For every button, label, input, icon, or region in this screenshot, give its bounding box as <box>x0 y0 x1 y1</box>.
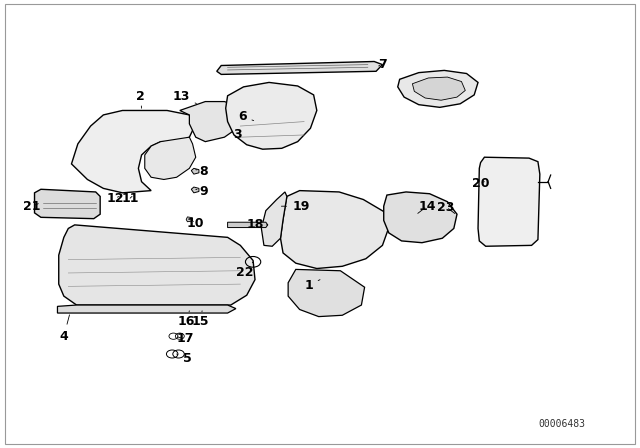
Text: 16: 16 <box>177 311 195 327</box>
Polygon shape <box>191 168 199 174</box>
Text: 10: 10 <box>187 217 205 230</box>
Text: 15: 15 <box>191 311 209 327</box>
Polygon shape <box>412 77 465 100</box>
Polygon shape <box>58 305 236 313</box>
Text: 20: 20 <box>472 177 490 190</box>
Polygon shape <box>35 189 100 219</box>
Text: 3: 3 <box>233 129 241 142</box>
Polygon shape <box>191 187 199 193</box>
Polygon shape <box>288 269 365 317</box>
Polygon shape <box>145 137 196 180</box>
Text: 9: 9 <box>196 185 209 198</box>
Text: 22: 22 <box>236 262 253 279</box>
Text: 23: 23 <box>438 201 455 214</box>
Polygon shape <box>59 225 255 305</box>
Text: 13: 13 <box>172 90 196 103</box>
Text: 18: 18 <box>246 218 268 231</box>
Text: 1: 1 <box>304 279 320 292</box>
Polygon shape <box>217 61 383 74</box>
Text: 00006483: 00006483 <box>539 419 586 429</box>
Text: 14: 14 <box>418 200 436 213</box>
Polygon shape <box>228 222 268 228</box>
Text: 21: 21 <box>23 200 41 213</box>
Text: 11: 11 <box>122 192 139 205</box>
Text: 7: 7 <box>378 58 387 71</box>
Polygon shape <box>186 217 193 222</box>
Polygon shape <box>397 70 478 108</box>
Polygon shape <box>72 111 196 193</box>
Text: 8: 8 <box>196 165 209 178</box>
Text: 4: 4 <box>60 315 70 343</box>
Polygon shape <box>280 190 389 268</box>
Text: 2: 2 <box>136 90 145 108</box>
Polygon shape <box>180 102 241 142</box>
Polygon shape <box>261 192 287 246</box>
Text: 5: 5 <box>177 352 192 365</box>
Text: 12: 12 <box>106 192 124 205</box>
Polygon shape <box>226 82 317 149</box>
Text: 6: 6 <box>238 110 253 123</box>
Polygon shape <box>478 157 540 246</box>
Text: 17: 17 <box>176 332 194 345</box>
Text: 19: 19 <box>282 200 310 213</box>
Polygon shape <box>384 192 457 243</box>
